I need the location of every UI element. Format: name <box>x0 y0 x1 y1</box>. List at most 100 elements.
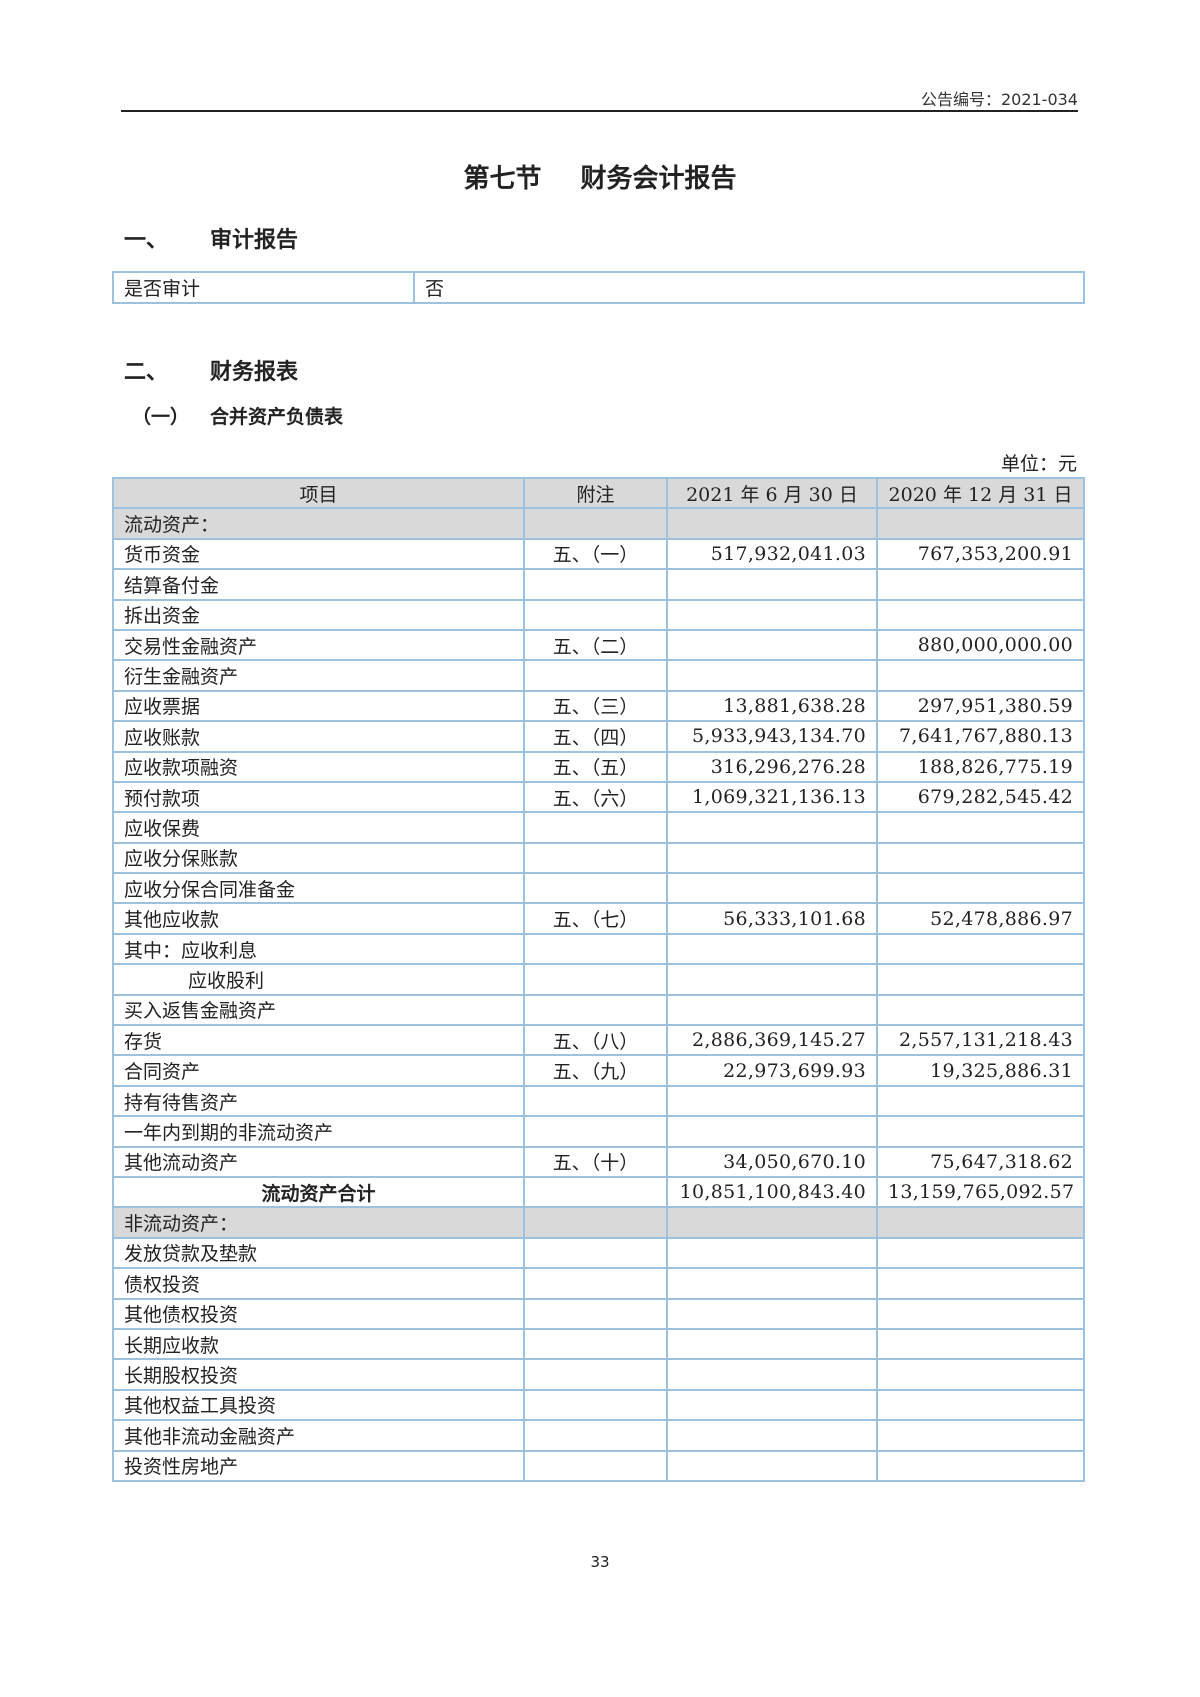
row-item-label: 流动资产： <box>112 507 525 540</box>
table-row: 应收保费 <box>112 811 1085 844</box>
row-note <box>523 507 668 540</box>
row-prior-value <box>876 1206 1085 1239</box>
row-note: 五、（一） <box>523 537 668 571</box>
row-note <box>523 1297 668 1330</box>
row-prior-value <box>876 1084 1085 1118</box>
row-item-label: 应收款项融资 <box>112 750 525 783</box>
row-item-label: 投资性房地产 <box>112 1449 525 1482</box>
table-row: 发放贷款及垫款 <box>112 1236 1085 1270</box>
row-item-label: 其他债权投资 <box>112 1297 525 1330</box>
row-note <box>523 598 668 631</box>
row-prior-value <box>876 993 1085 1027</box>
row-current-value: 316,296,276.28 <box>666 750 878 783</box>
table-row: 合同资产 五、（九） 22,973,699.93 19,325,886.31 <box>112 1054 1085 1087</box>
row-note <box>523 811 668 844</box>
row-prior-value <box>876 1449 1085 1482</box>
row-item-label: 长期应收款 <box>112 1327 525 1361</box>
row-note: 五、（六） <box>523 780 668 814</box>
row-item-label: 衍生金融资产 <box>112 659 525 692</box>
row-prior-value <box>876 932 1085 966</box>
header-rule <box>121 110 1078 112</box>
row-item-label: 其他应收款 <box>112 902 525 935</box>
row-prior-value <box>876 963 1085 996</box>
row-current-value: 5,933,943,134.70 <box>666 720 878 753</box>
table-row: 是否审计 否 <box>112 271 1085 304</box>
row-prior-value: 75,647,318.62 <box>876 1145 1085 1178</box>
row-item-label: 其他流动资产 <box>112 1145 525 1178</box>
table-row: 衍生金融资产 <box>112 659 1085 692</box>
row-note: 五、（四） <box>523 720 668 753</box>
unit-label: 单位：元 <box>1000 453 1077 475</box>
row-prior-value: 13,159,765,092.57 <box>876 1175 1085 1209</box>
row-prior-value <box>876 598 1085 631</box>
row-prior-value <box>876 841 1085 875</box>
row-note <box>523 1115 668 1148</box>
row-current-value <box>666 1084 878 1118</box>
row-prior-value <box>876 1297 1085 1330</box>
audit-value: 否 <box>413 271 1085 304</box>
section-title: 审计报告 <box>210 228 299 253</box>
row-note <box>523 1327 668 1361</box>
column-header-item: 项目 <box>112 476 525 510</box>
row-prior-value <box>876 1358 1085 1391</box>
table-row: 债权投资 <box>112 1267 1085 1300</box>
row-current-value <box>666 1388 878 1422</box>
subsection-title: 合并资产负债表 <box>210 406 344 428</box>
row-note <box>523 659 668 692</box>
row-current-value <box>666 598 878 631</box>
row-current-value <box>666 507 878 540</box>
table-row: 买入返售金融资产 <box>112 993 1085 1027</box>
row-item-label: 流动资产合计 <box>112 1175 525 1209</box>
row-note <box>523 1419 668 1452</box>
row-item-label: 一年内到期的非流动资产 <box>112 1115 525 1148</box>
row-note: 五、（八） <box>523 1024 668 1057</box>
table-row: 货币资金 五、（一） 517,932,041.03 767,353,200.91 <box>112 537 1085 571</box>
row-item-label: 合同资产 <box>112 1054 525 1087</box>
row-item-label: 持有待售资产 <box>112 1084 525 1118</box>
row-item-label: 应收分保合同准备金 <box>112 872 525 905</box>
row-item-label: 发放贷款及垫款 <box>112 1236 525 1270</box>
row-note <box>523 1358 668 1391</box>
row-note: 五、（七） <box>523 902 668 935</box>
table-row: 应收股利 <box>112 963 1085 996</box>
row-item-label: 拆出资金 <box>112 598 525 631</box>
page-title: 第七节 财务会计报告 <box>463 164 737 194</box>
row-current-value <box>666 1267 878 1300</box>
row-prior-value <box>876 1236 1085 1270</box>
row-note: 五、（五） <box>523 750 668 783</box>
row-current-value <box>666 841 878 875</box>
row-note <box>523 841 668 875</box>
announcement-number: 公告编号：2021-034 <box>920 90 1078 109</box>
row-note <box>523 932 668 966</box>
row-current-value <box>666 1358 878 1391</box>
row-current-value <box>666 1206 878 1239</box>
table-row: 拆出资金 <box>112 598 1085 631</box>
row-prior-value <box>876 1267 1085 1300</box>
row-current-value: 517,932,041.03 <box>666 537 878 571</box>
row-prior-value: 880,000,000.00 <box>876 628 1085 662</box>
section-number: 一、 <box>124 228 169 253</box>
table-row: 流动资产： <box>112 507 1085 540</box>
table-row: 应收票据 五、（三） 13,881,638.28 297,951,380.59 <box>112 689 1085 723</box>
row-prior-value: 7,641,767,880.13 <box>876 720 1085 753</box>
table-row: 结算备付金 <box>112 568 1085 601</box>
table-row: 预付款项 五、（六） 1,069,321,136.13 679,282,545.42 <box>112 780 1085 814</box>
row-note: 五、（十） <box>523 1145 668 1178</box>
row-prior-value <box>876 1115 1085 1148</box>
table-row: 持有待售资产 <box>112 1084 1085 1118</box>
row-note <box>523 568 668 601</box>
row-item-label: 交易性金融资产 <box>112 628 525 662</box>
row-prior-value <box>876 568 1085 601</box>
row-prior-value: 52,478,886.97 <box>876 902 1085 935</box>
row-current-value: 1,069,321,136.13 <box>666 780 878 814</box>
row-current-value <box>666 1236 878 1270</box>
row-item-label: 预付款项 <box>112 780 525 814</box>
row-current-value <box>666 1327 878 1361</box>
balance-sheet-table: 项目 附注 2021 年 6 月 30 日 2020 年 12 月 31 日 流… <box>112 476 1085 1482</box>
row-note <box>523 1236 668 1270</box>
row-prior-value <box>876 1419 1085 1452</box>
row-prior-value <box>876 659 1085 692</box>
row-note: 五、（二） <box>523 628 668 662</box>
row-current-value: 2,886,369,145.27 <box>666 1024 878 1057</box>
table-row: 其他非流动金融资产 <box>112 1419 1085 1452</box>
